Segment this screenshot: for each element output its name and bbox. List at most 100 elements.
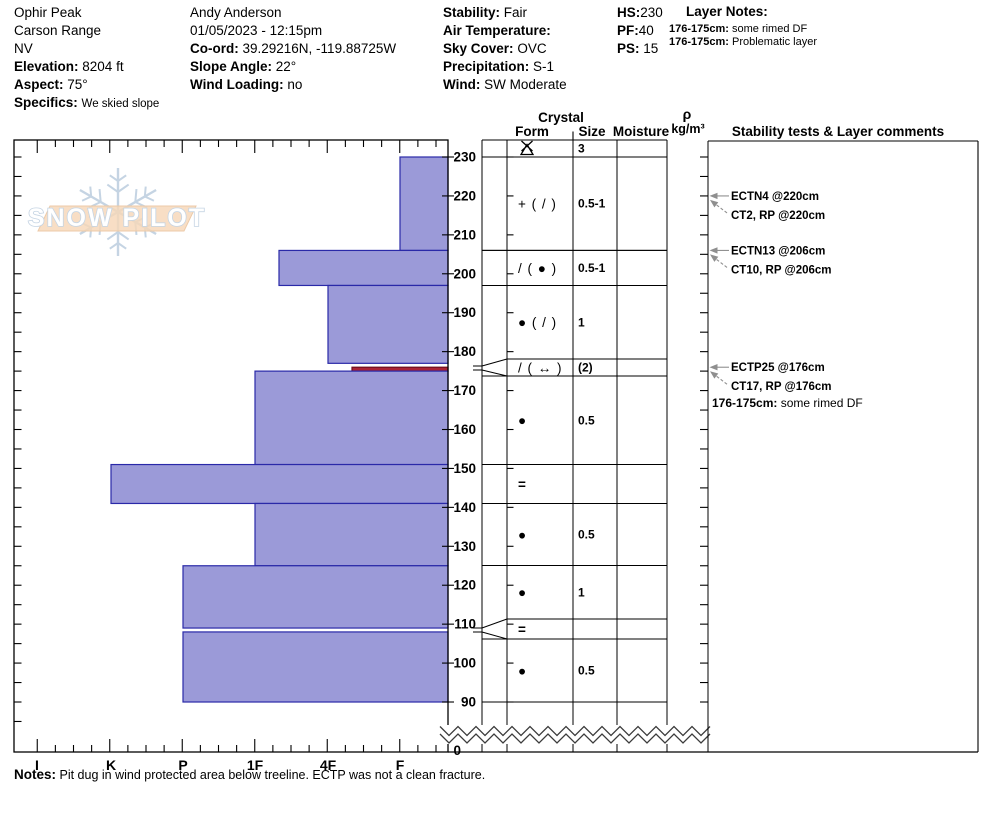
stability-test-label: CT10, RP @206cm [731, 264, 832, 276]
wind-row: Wind: SW Moderate [443, 77, 567, 92]
svg-text:90: 90 [461, 695, 476, 710]
grain-form-rows: 3 + ( / ) 0.5-1 / ( ● ) 0.5-1 ● ( / ) 1 / ( ↔ )… [518, 140, 606, 678]
svg-text:110: 110 [454, 617, 476, 632]
grain-form-symbol: ● [518, 663, 527, 678]
grain-form-symbol: = [518, 622, 527, 637]
hardness-axis-labels: I K P 1F 4F F [35, 757, 405, 773]
range-name: Carson Range [14, 23, 102, 38]
svg-text:Size: Size [578, 124, 606, 139]
precipitation-particles-icon [519, 140, 535, 156]
layer-notes-list: 176-175cm: some rimed DF 176-175cm: Prob… [669, 23, 817, 49]
layer-hardness-bar [182, 565, 449, 629]
pit-name: Ophir Peak [14, 5, 82, 20]
hs-row: HS:230 [617, 5, 663, 20]
svg-text:I: I [35, 757, 39, 773]
precipitation-row: Precipitation: S-1 [443, 59, 555, 74]
grain-form-symbol: / ( ● ) [518, 261, 557, 276]
specifics-row: Specifics: We skied slope [14, 95, 160, 110]
grain-form-symbol: ● [518, 527, 527, 542]
svg-text:0.5-1: 0.5-1 [578, 261, 606, 275]
coordinates-row: Co-ord: 39.29216N, -119.88725W [190, 41, 397, 56]
layer-notes-title: Layer Notes: [686, 4, 768, 19]
svg-text:4F: 4F [320, 757, 337, 773]
sky-cover-row: Sky Cover: OVC [443, 41, 547, 56]
pit-notes: Notes: Pit dug in wind protected area be… [14, 767, 486, 782]
stability-row: Stability: Fair [443, 5, 528, 20]
svg-text:130: 130 [453, 539, 476, 554]
grain-form-symbol: ● [518, 585, 527, 600]
svg-text:170: 170 [453, 383, 476, 398]
svg-text:160: 160 [453, 422, 476, 437]
conditions-block: Stability: Fair Air Temperature: Sky Cov… [443, 4, 567, 94]
air-temp-row: Air Temperature: [443, 23, 551, 38]
ps-row: PS: 15 [617, 41, 659, 56]
grain-form-symbol: + ( / ) [518, 197, 557, 212]
layer-hardness-bar [182, 631, 449, 703]
svg-text:200: 200 [453, 266, 476, 281]
svg-text:ρ: ρ [683, 106, 692, 122]
observer-block: Andy Anderson 01/05/2023 - 12:15pm Co-or… [190, 4, 396, 94]
svg-text:K: K [106, 757, 116, 773]
logo-text: SNOW PILOT [28, 204, 206, 232]
axis-break [437, 725, 978, 753]
svg-text:Crystal: Crystal [538, 110, 584, 125]
svg-text:Stability tests & Layer commen: Stability tests & Layer comments [732, 124, 944, 139]
layer-note-entry: 176-175cm: some rimed DF [669, 23, 808, 35]
svg-text:190: 190 [453, 305, 476, 320]
svg-text:210: 210 [453, 227, 476, 242]
hardness-bars [110, 156, 449, 703]
layer-hardness-bar [254, 502, 449, 567]
svg-text:100: 100 [453, 656, 476, 671]
location-block: Ophir Peak Carson Range NV Elevation: 82… [14, 4, 159, 113]
stability-tests-panel: ECTN4 @220cm CT2, RP @220cm ECTN13 @206cm C… [700, 140, 979, 752]
profile-plot-frame [13, 139, 454, 753]
observer-name: Andy Anderson [190, 5, 282, 20]
slope-angle-row: Slope Angle: 22° [190, 59, 297, 74]
stability-test-label: ECTP25 @176cm [731, 362, 825, 374]
svg-text:140: 140 [453, 500, 476, 515]
layer-hardness-bar [110, 463, 449, 505]
layer-hardness-bar [327, 284, 449, 364]
layer-comment: 176-175cm: some rimed DF [712, 396, 863, 410]
grain-form-symbol: ● [518, 413, 527, 428]
totals-block: HS:230 PF:40 PS: 15 [617, 4, 663, 58]
svg-text:0.5: 0.5 [578, 413, 595, 427]
svg-text:0.5: 0.5 [578, 528, 595, 542]
svg-text:P: P [178, 757, 187, 773]
wind-loading-row: Wind Loading: no [190, 77, 303, 92]
svg-text:0.5: 0.5 [578, 664, 595, 678]
svg-text:F: F [396, 757, 405, 773]
grain-form-symbol: ● ( / ) [518, 315, 557, 330]
aspect-row: Aspect: 75° [14, 77, 88, 92]
svg-text:1: 1 [578, 585, 585, 599]
logo-banner [37, 205, 197, 232]
layer-hardness-bar [278, 249, 449, 287]
snowpilot-logo: SNOW PILOT [27, 168, 206, 256]
layer-hardness-bar [254, 370, 449, 466]
stability-test-label: CT2, RP @220cm [731, 210, 825, 222]
grain-form-symbol: = [518, 477, 527, 492]
stability-test-label: CT17, RP @176cm [731, 381, 832, 393]
svg-text:3: 3 [578, 142, 585, 156]
svg-text:1: 1 [578, 315, 585, 329]
grain-form-symbol: / ( ↔ ) [518, 360, 563, 375]
svg-text:Form: Form [515, 124, 549, 139]
svg-text:kg/m³: kg/m³ [671, 122, 704, 136]
layer-hardness-bar [399, 156, 449, 252]
stability-test-label: ECTN13 @206cm [731, 245, 825, 257]
observation-datetime: 01/05/2023 - 12:15pm [190, 23, 323, 38]
svg-text:(2): (2) [578, 361, 593, 375]
svg-text:1F: 1F [247, 757, 264, 773]
svg-text:120: 120 [453, 578, 476, 593]
svg-text:220: 220 [453, 188, 476, 203]
svg-text:230: 230 [453, 150, 476, 165]
elevation-row: Elevation: 8204 ft [14, 59, 124, 74]
state-name: NV [14, 41, 33, 56]
svg-text:150: 150 [453, 461, 476, 476]
crystal-table [473, 139, 668, 752]
svg-text:180: 180 [453, 344, 476, 359]
svg-text:0.5-1: 0.5-1 [578, 197, 606, 211]
